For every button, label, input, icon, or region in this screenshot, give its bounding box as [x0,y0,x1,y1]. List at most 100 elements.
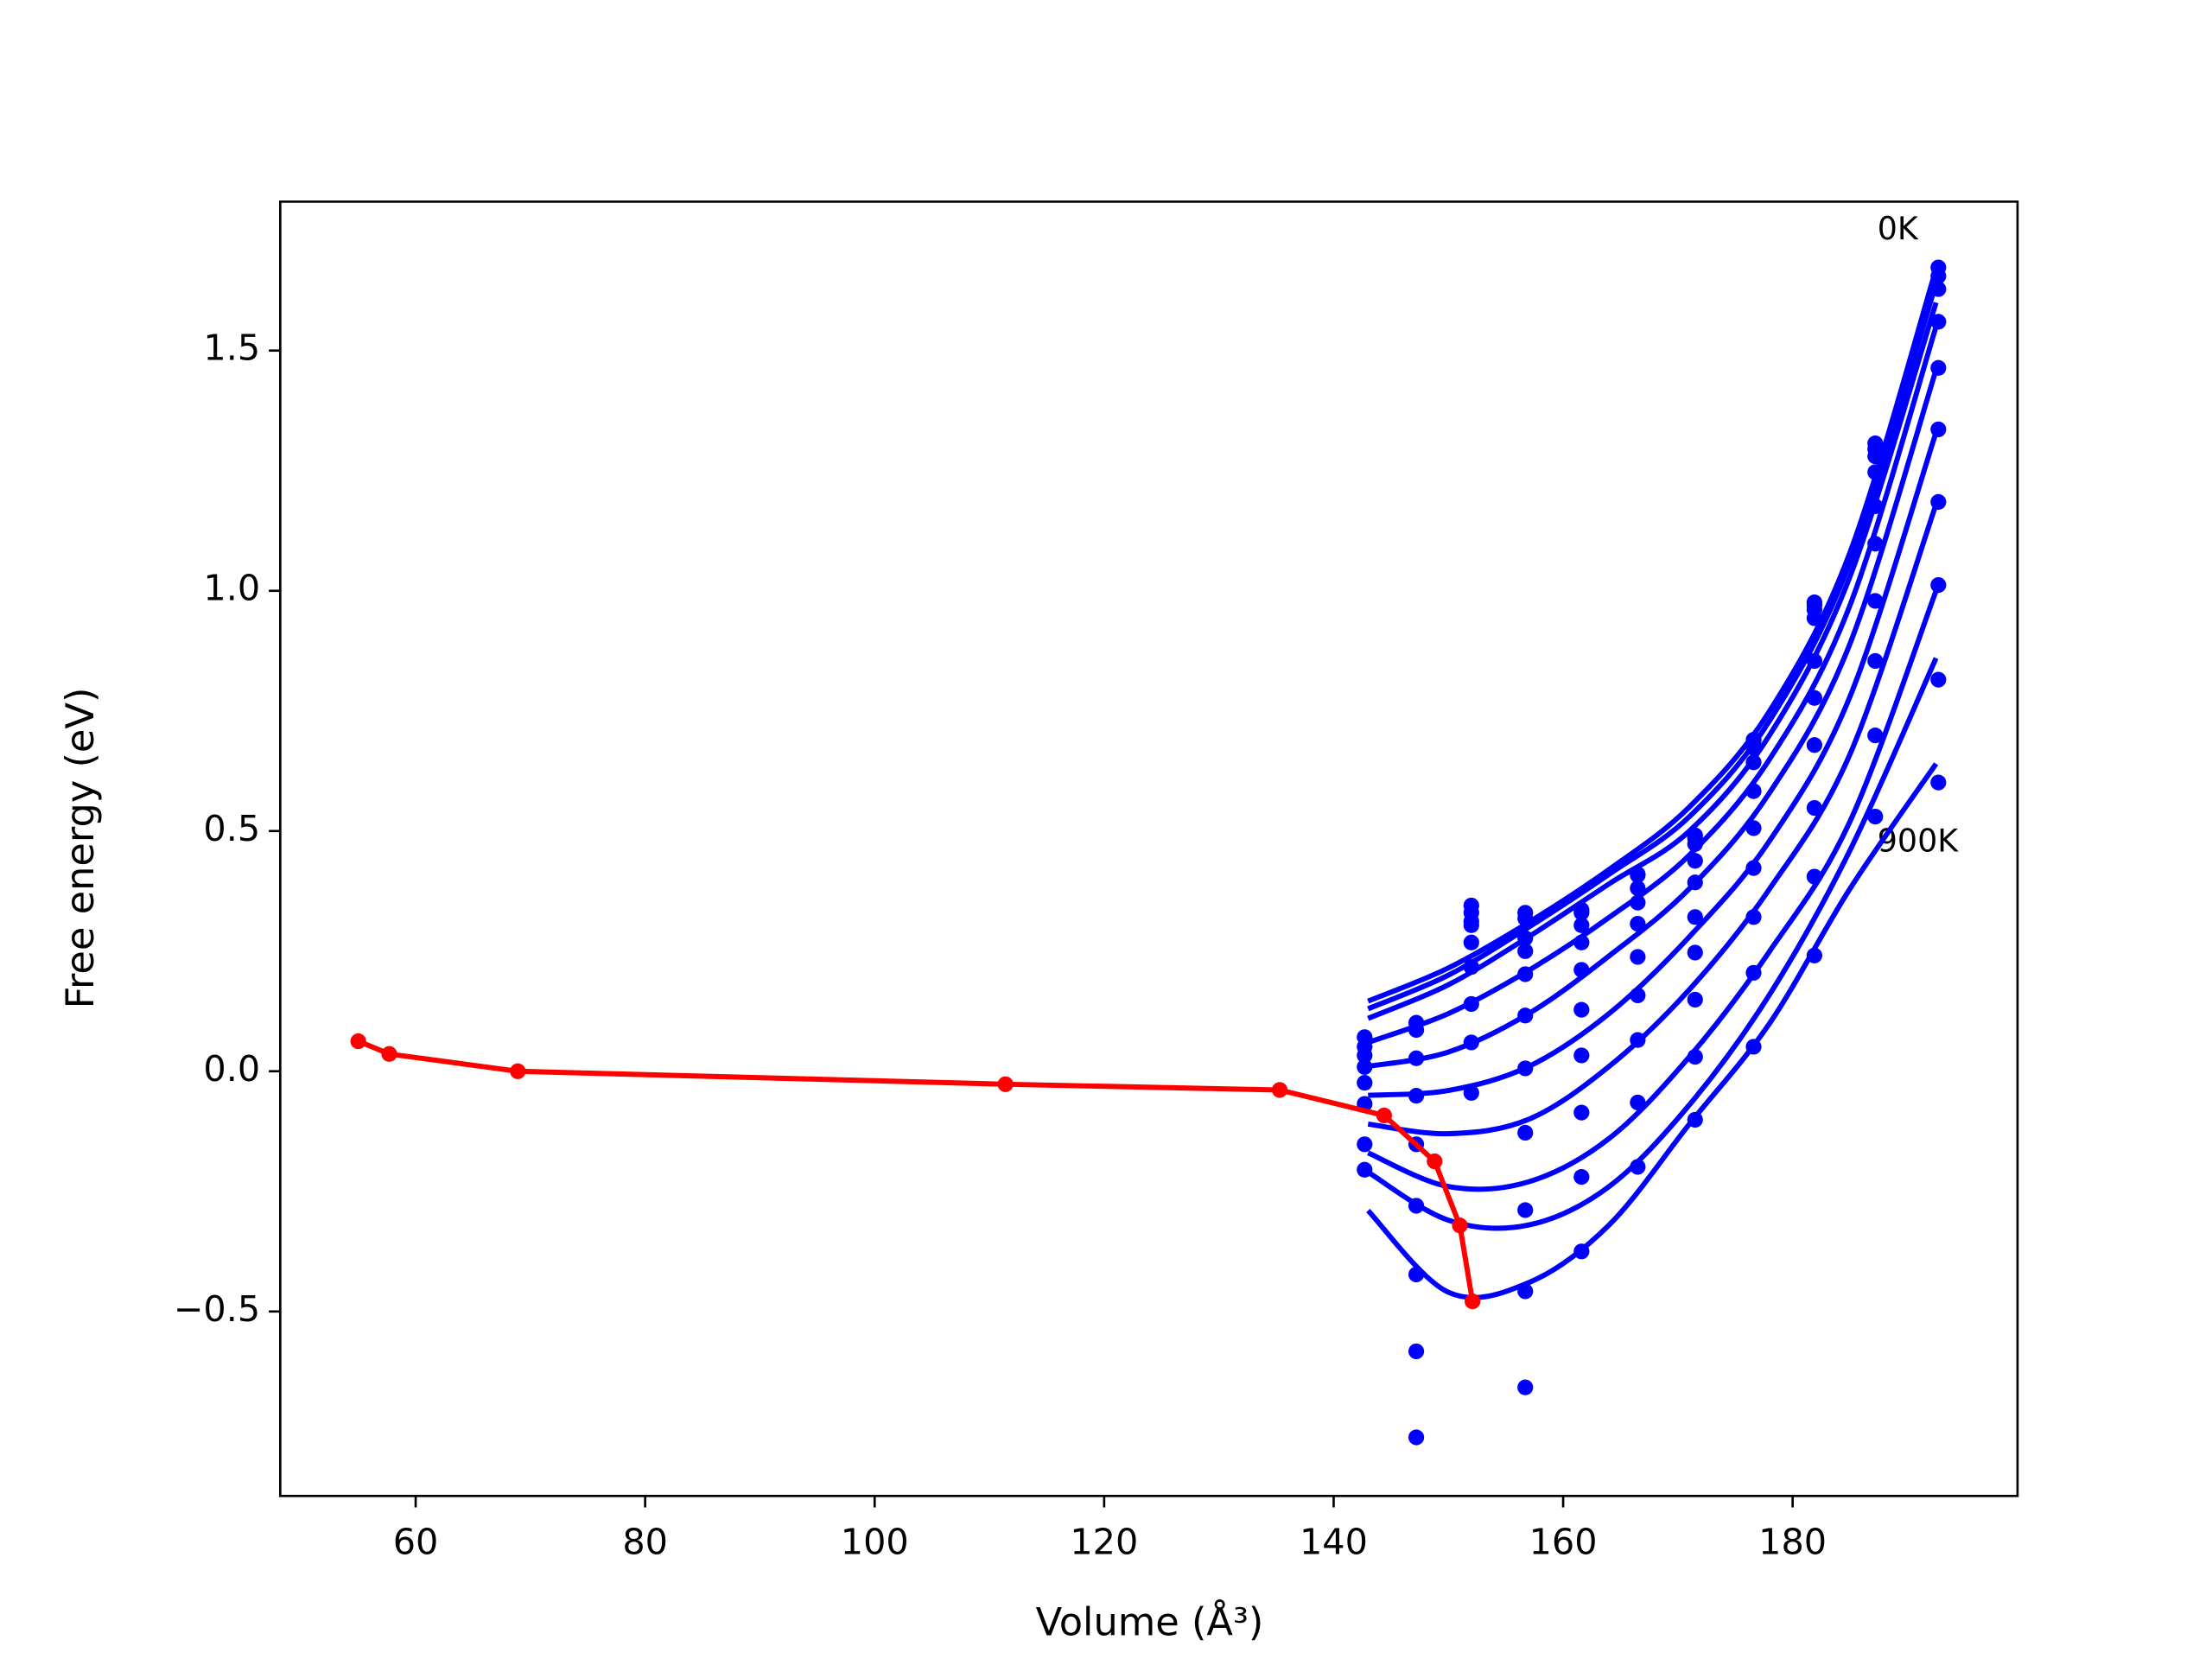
point [1517,966,1534,982]
point [1376,1107,1392,1124]
point [1745,909,1762,925]
x-tick-label: 80 [622,1522,668,1563]
point [1930,576,1947,594]
point [1687,1049,1703,1065]
point [1408,1050,1425,1066]
point [1463,959,1479,976]
plot-frame [279,200,2019,1497]
point [1517,910,1534,927]
point [1573,1169,1590,1185]
point [1687,853,1703,869]
point [1517,943,1534,959]
point [1867,536,1884,552]
point [1687,909,1703,925]
point [1408,1198,1425,1214]
point [1867,448,1884,465]
point [1573,905,1590,921]
point [1930,421,1947,438]
point [1867,464,1884,480]
point [1573,917,1590,933]
y-tick-label: 1.5 [203,327,260,369]
point [1452,1217,1468,1234]
point [1630,867,1646,884]
x-tick-label: 120 [1070,1522,1138,1563]
point [1745,820,1762,836]
point [1806,652,1822,670]
point [1687,991,1703,1008]
point [1867,498,1884,515]
point [1463,934,1479,950]
y-tick-label: 0.0 [203,1048,260,1090]
point [1517,1202,1534,1218]
point [1408,1343,1425,1360]
point [381,1046,397,1062]
point [1930,774,1947,791]
x-tick-label: 160 [1529,1522,1598,1563]
point [1630,1032,1646,1048]
point [1930,493,1947,510]
point [1745,1039,1762,1055]
point [1630,1159,1646,1175]
point [1867,652,1884,670]
point [1806,737,1822,753]
point [1573,934,1590,950]
point [1517,1124,1534,1141]
point [1517,1007,1534,1024]
point [1463,995,1479,1013]
point [1573,1001,1590,1018]
point [1271,1082,1288,1098]
point [1630,915,1646,932]
point [1930,671,1947,688]
point [1930,268,1947,284]
point [1745,783,1762,799]
point [1408,1088,1425,1104]
y-tick-label: 1.0 [203,568,260,609]
point [1517,930,1534,946]
x-tick-label: 100 [841,1522,909,1563]
x-tick-label: 180 [1758,1522,1827,1563]
point [1806,947,1822,963]
point [1806,799,1822,817]
point [1806,690,1822,706]
point [1573,1104,1590,1121]
x-tick-label: 60 [393,1522,439,1563]
curve [1367,268,1939,1004]
point [1357,1075,1373,1091]
point [1930,314,1947,330]
point [1687,836,1703,852]
point [1630,880,1646,897]
curve [1367,503,1939,1137]
point [1517,1379,1534,1395]
point [1630,894,1646,911]
point [1630,949,1646,965]
point [1573,1047,1590,1064]
point [1427,1153,1443,1170]
point [1408,1021,1425,1039]
point [1806,868,1822,885]
y-axis-label: Free energy (eV) [58,688,103,1009]
point [1357,1136,1373,1153]
point [510,1063,526,1079]
point [1745,740,1762,756]
curve [1368,431,1939,1098]
point [350,1033,366,1050]
point [1357,1047,1373,1064]
point [1630,987,1646,1004]
curve [1367,326,1939,1046]
point [1745,860,1762,876]
point [1867,728,1884,744]
point [1517,1060,1534,1077]
point [1408,1429,1425,1446]
point [1630,1094,1646,1111]
curve [1367,369,1939,1070]
point [1408,1266,1425,1283]
point [1463,1034,1479,1051]
point [1930,359,1947,376]
point [1687,944,1703,961]
point [1867,593,1884,609]
curve [1366,762,1939,1300]
point [1573,962,1590,978]
point [1573,1243,1590,1260]
